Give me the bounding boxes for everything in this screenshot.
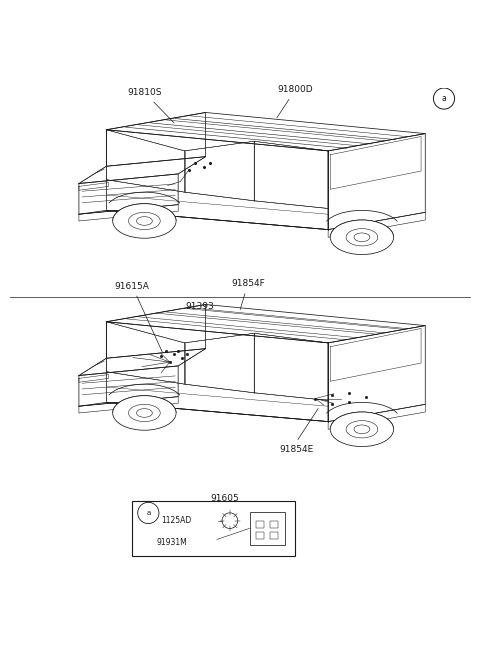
Text: a: a	[442, 94, 446, 103]
Text: a: a	[146, 510, 150, 516]
Ellipse shape	[129, 213, 160, 230]
Bar	[270, 533, 278, 539]
Circle shape	[222, 513, 238, 529]
Ellipse shape	[136, 216, 152, 225]
Text: 91810S: 91810S	[128, 88, 174, 123]
Bar	[250, 512, 286, 545]
Bar	[256, 533, 264, 539]
Ellipse shape	[330, 412, 394, 447]
Ellipse shape	[113, 203, 176, 238]
Bar	[132, 501, 295, 556]
Ellipse shape	[330, 220, 394, 255]
Text: 91800D: 91800D	[277, 85, 313, 118]
Text: 91854F: 91854F	[231, 279, 265, 310]
Ellipse shape	[346, 420, 378, 438]
Bar	[256, 521, 264, 527]
Text: 91615A: 91615A	[115, 281, 162, 352]
Ellipse shape	[354, 425, 370, 434]
Text: 91931M: 91931M	[156, 539, 187, 547]
Ellipse shape	[136, 409, 152, 417]
Ellipse shape	[129, 404, 160, 422]
Ellipse shape	[354, 233, 370, 241]
Ellipse shape	[113, 396, 176, 430]
Text: 91393: 91393	[185, 302, 214, 310]
Bar	[270, 521, 278, 527]
Text: 1125AD: 1125AD	[161, 516, 192, 525]
Text: 91854E: 91854E	[279, 445, 314, 454]
Ellipse shape	[346, 229, 378, 246]
Text: 91605: 91605	[210, 493, 239, 502]
